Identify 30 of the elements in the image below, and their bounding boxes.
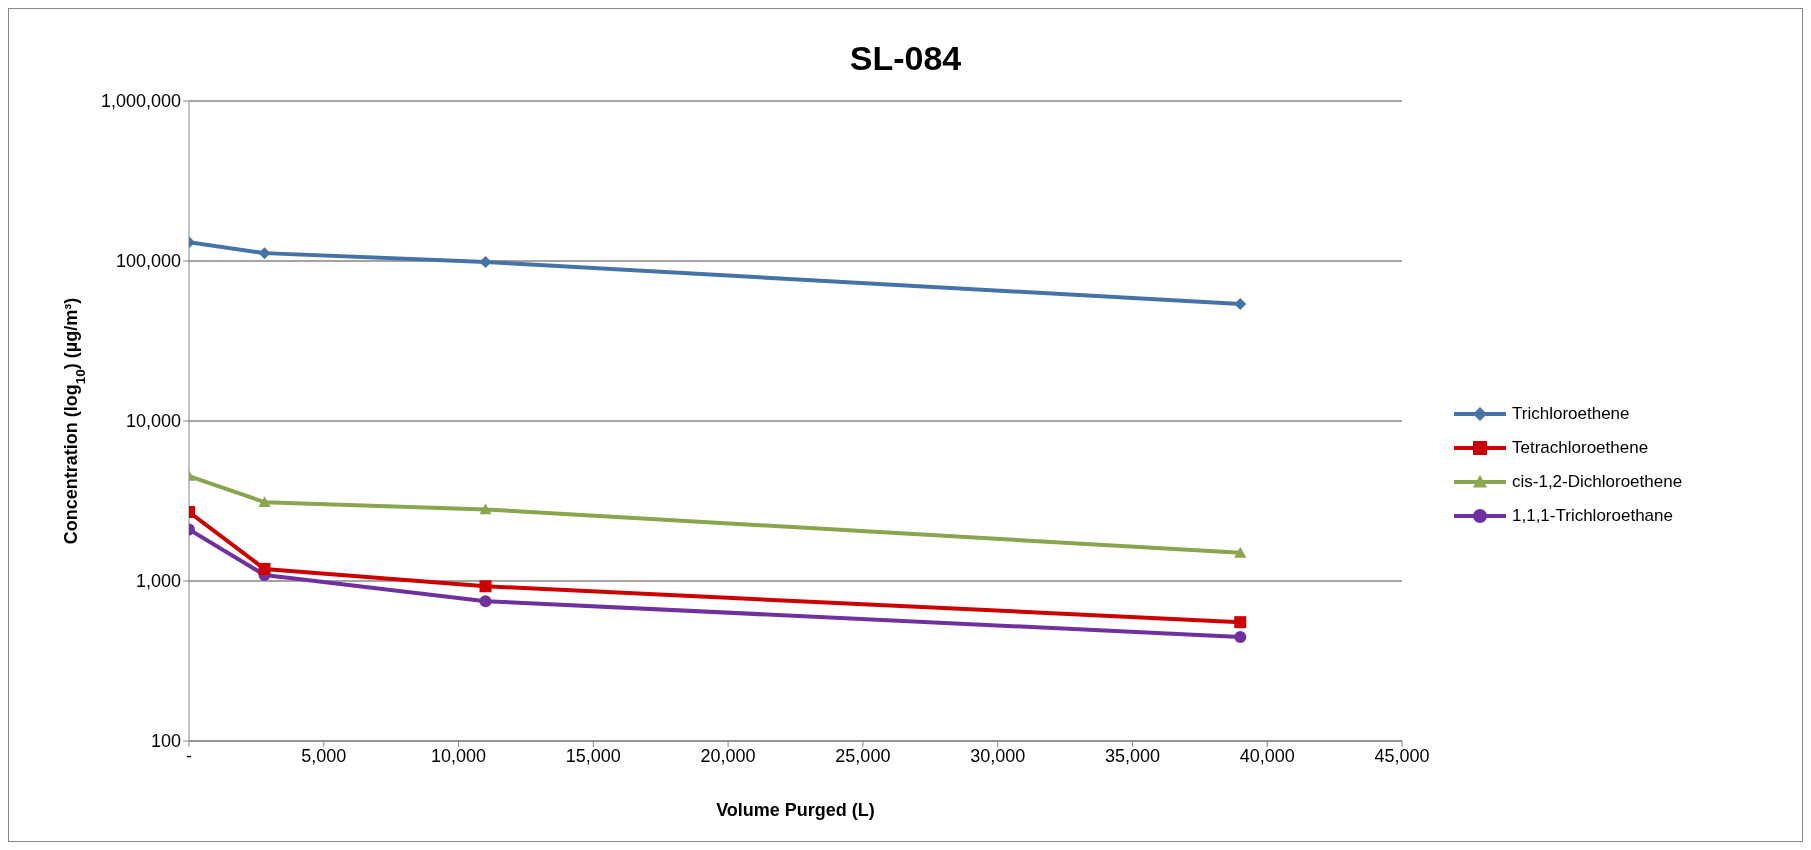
point [1234,616,1247,629]
x-tick-label: 40,000 [1239,745,1295,766]
y-tick-label: 1,000,000 [100,91,181,112]
x-tick-label: 25,000 [835,745,891,766]
point [258,562,271,575]
x-tick-label: 20,000 [700,745,756,766]
x-tick-label: 35,000 [1104,745,1160,766]
x-tick-label: 30,000 [970,745,1026,766]
chart-title: SL-084 [848,38,963,79]
y-tick-label: 10,000 [125,411,181,432]
legend-label: Trichloroethene [1512,404,1630,424]
x-tick-label: - [186,745,192,766]
point [479,595,492,608]
y-tick-label: 100 [150,731,181,752]
legend-label: 1,1,1-Trichloroethane [1512,506,1673,526]
x-tick-label: 45,000 [1374,745,1430,766]
point [258,496,271,507]
legend-label: cis-1,2-Dichloroethene [1512,472,1683,492]
y-tick-label: 100,000 [115,251,181,272]
y-tick-label: 1,000 [135,571,181,592]
point [479,580,492,593]
legend-label: Tetrachloroethene [1512,438,1649,458]
x-axis-title: Volume Purged (L) [716,800,875,820]
point [479,503,492,515]
point [1234,630,1247,643]
x-tick-label: 15,000 [565,745,621,766]
point [1234,298,1247,311]
x-tick-label: 10,000 [431,745,487,766]
x-tick-label: 5,000 [301,745,347,766]
point [1234,546,1247,558]
